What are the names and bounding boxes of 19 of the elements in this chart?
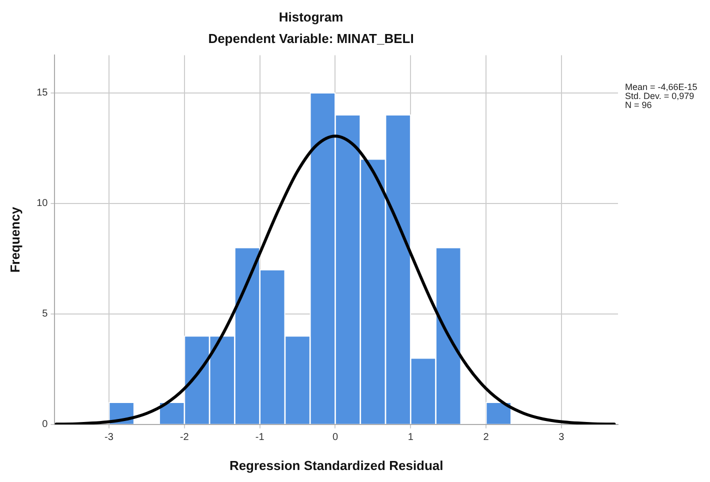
x-tick-label: 2	[483, 432, 490, 444]
x-tick-label: -3	[104, 432, 114, 444]
line-series	[54, 134, 616, 424]
y-tick-label: 15	[36, 88, 48, 99]
y-tick-label: 0	[42, 419, 48, 430]
text: Mean = -4,66E-15	[625, 82, 698, 92]
x-tick-label: -1	[255, 432, 265, 444]
y-axis-title: Frequency	[7, 206, 22, 273]
y-tick-label: 5	[42, 308, 48, 320]
x-axis-title: Regression Standardized Residual	[229, 458, 444, 473]
y-tick-label: 10	[36, 198, 48, 210]
text: Std. Dev. = 0,979	[625, 91, 694, 102]
x-tick-label: 0	[332, 432, 338, 444]
chart-title: Histogram	[278, 9, 344, 24]
x-tick-label: 1	[408, 432, 414, 444]
x-tick-label: -2	[180, 432, 190, 444]
chart-subtitle: Dependent Variable: MINAT_BELI	[208, 30, 414, 46]
x-tick-label: 3	[558, 432, 565, 444]
text: N = 96	[625, 100, 652, 110]
